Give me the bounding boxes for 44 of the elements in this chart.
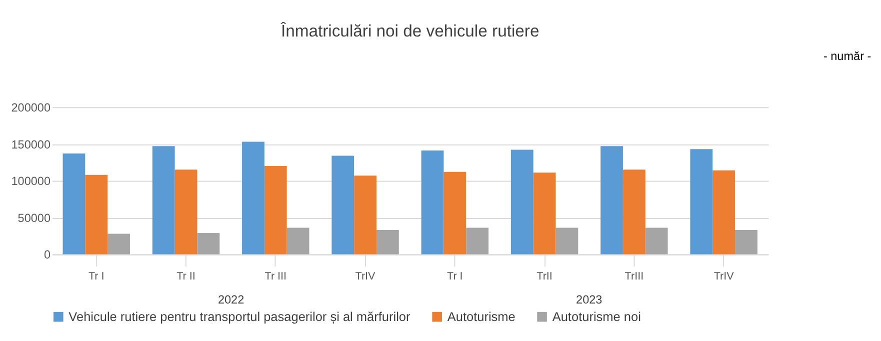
x-tick-label: TrII [536, 270, 552, 282]
y-tick-label: 50000 [18, 212, 51, 225]
bar [108, 234, 130, 254]
bar [556, 228, 578, 254]
bar [286, 228, 310, 254]
bar [264, 166, 287, 254]
x-tick-label: Tr I [447, 270, 463, 282]
bar [533, 172, 556, 254]
bar [376, 230, 399, 254]
bar [62, 153, 86, 254]
legend-label: Autoturisme [447, 308, 516, 324]
y-tick-label: 200000 [11, 102, 51, 115]
bar [466, 228, 489, 254]
bar [444, 172, 466, 254]
bar [354, 176, 376, 254]
bar [600, 146, 623, 254]
text: - număr - [823, 50, 872, 64]
legend-label: Autoturisme noi [552, 308, 641, 324]
legend-label: Vehicule rutiere pentru transportul pasagerilor și al mărfurilor [68, 308, 412, 324]
x-tick-label: TrIV [355, 270, 376, 282]
text: 2022 [218, 293, 244, 306]
bar [690, 149, 713, 254]
bar [510, 150, 534, 254]
x-tick-label: TrIV [714, 270, 735, 282]
chart-title: Înmatriculări noi de vehicule rutiere [280, 22, 540, 40]
bar [622, 170, 646, 254]
text: 2023 [576, 293, 603, 306]
x-tick-label: Tr II [176, 270, 196, 282]
bar [712, 170, 736, 254]
bar [421, 150, 444, 254]
x-tick-label: Tr III [264, 270, 287, 282]
bar [735, 230, 758, 254]
bar [174, 170, 198, 254]
bar [85, 174, 108, 254]
y-tick-label: 150000 [11, 138, 51, 152]
bar [152, 146, 175, 254]
bar [197, 232, 220, 254]
y-tick-label: 0 [44, 248, 51, 262]
bar [332, 156, 354, 254]
x-tick-label: Tr I [88, 270, 104, 282]
x-tick-label: TrIII [624, 270, 644, 282]
y-tick-label: 100000 [11, 175, 51, 188]
bar [645, 228, 668, 254]
bar [242, 142, 264, 254]
